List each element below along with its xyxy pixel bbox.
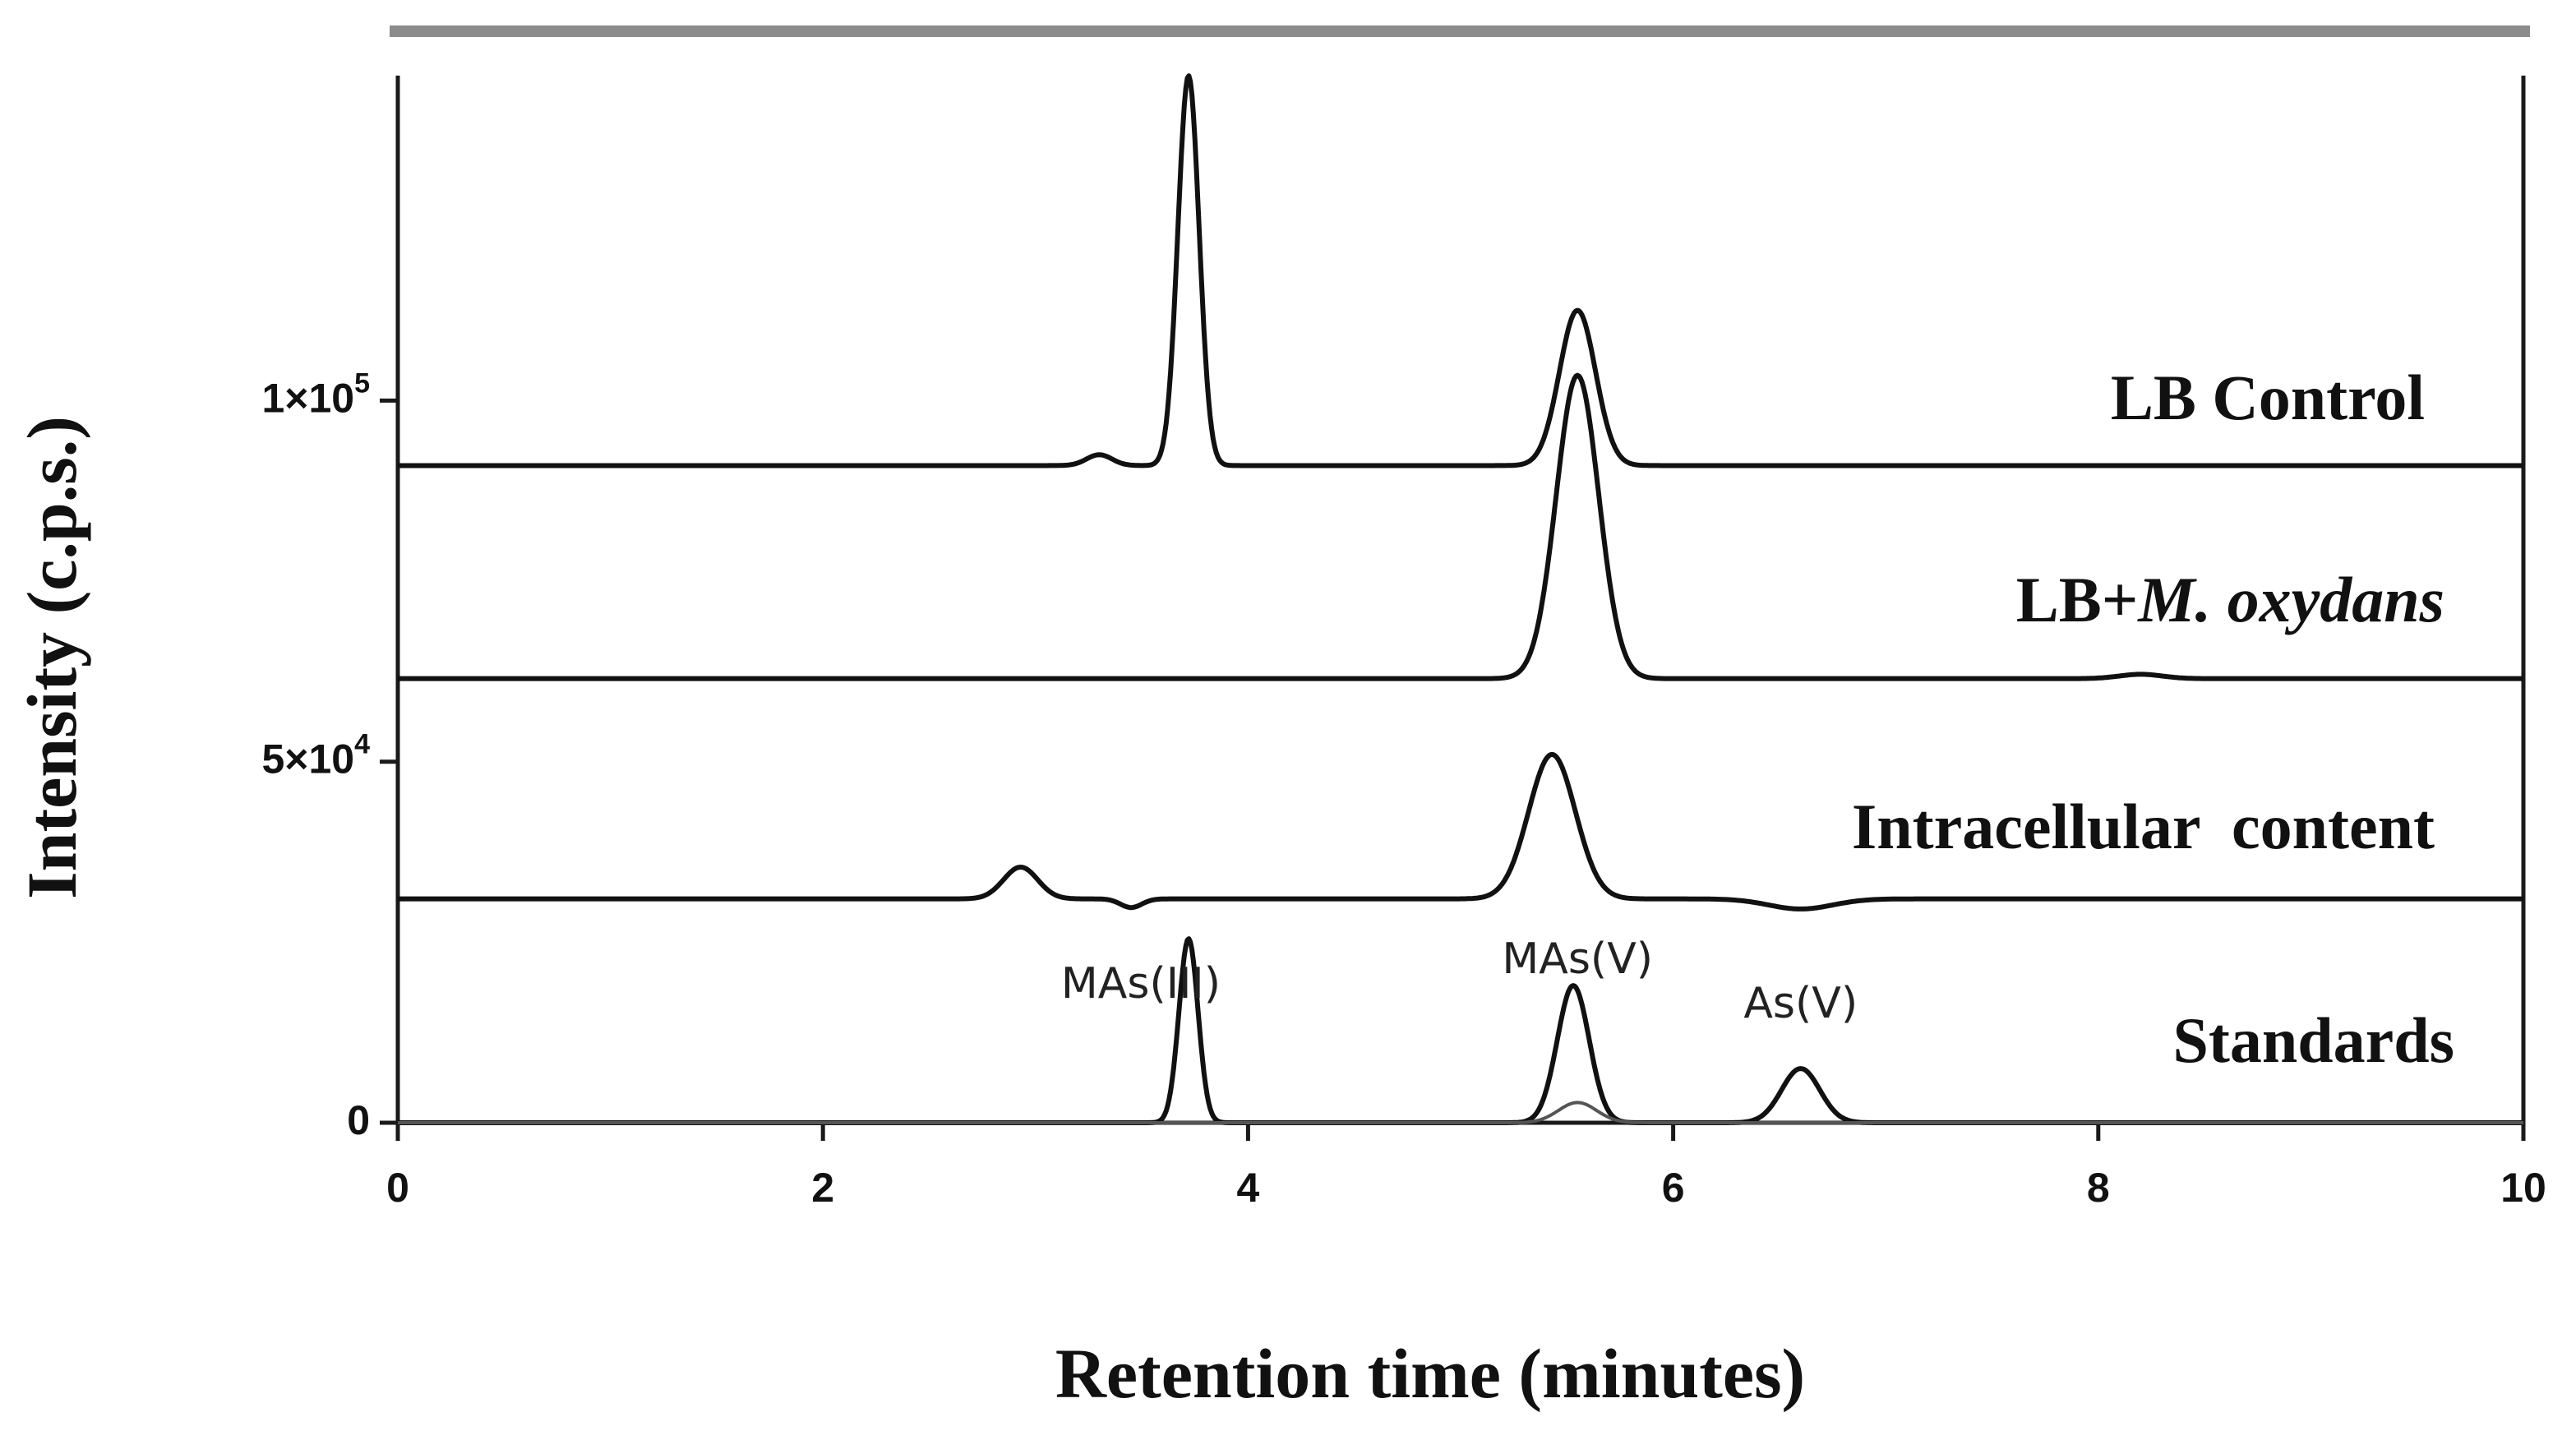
peak-label: MAs(III) bbox=[1061, 959, 1221, 1008]
trace-series-1 bbox=[396, 372, 2525, 681]
peak-annotations: MAs(III) MAs(V) As(V) bbox=[1061, 935, 1858, 1028]
chromatogram-traces bbox=[396, 73, 2525, 1125]
y-tick-label: 5×104 bbox=[261, 729, 370, 782]
y-tick-label: 1×105 bbox=[261, 367, 370, 421]
x-tick-label: 2 bbox=[811, 1165, 834, 1211]
series-label-1: LB+M. oxydans bbox=[2016, 564, 2444, 635]
y-axis-ticks: 0 5×104 1×105 bbox=[261, 367, 398, 1143]
trace-standards-secondary bbox=[398, 1101, 2523, 1124]
x-tick-label: 10 bbox=[2500, 1165, 2546, 1211]
x-tick-label: 0 bbox=[386, 1165, 409, 1211]
trace-series-0 bbox=[396, 73, 2525, 468]
x-tick-label: 6 bbox=[1662, 1165, 1685, 1211]
x-axis-title: Retention time (minutes) bbox=[1055, 1334, 1805, 1413]
series-labels: LB Control LB+M. oxydans Intracellular con… bbox=[1852, 362, 2454, 1076]
series-label-2: Intracellular content bbox=[1852, 791, 2435, 862]
series-label-0: LB Control bbox=[2111, 362, 2425, 433]
y-axis-title: Intensity (c.p.s.) bbox=[12, 416, 91, 899]
x-axis-ticks: 0 2 4 6 8 10 bbox=[386, 1123, 2546, 1211]
x-tick-label: 4 bbox=[1236, 1165, 1259, 1211]
y-tick-label: 0 bbox=[347, 1097, 370, 1143]
peak-label: As(V) bbox=[1743, 979, 1858, 1028]
series-label-3: Standards bbox=[2173, 1004, 2454, 1076]
trace-series-2 bbox=[396, 751, 2525, 912]
peak-label: MAs(V) bbox=[1502, 935, 1653, 984]
x-tick-label: 8 bbox=[2087, 1165, 2110, 1211]
